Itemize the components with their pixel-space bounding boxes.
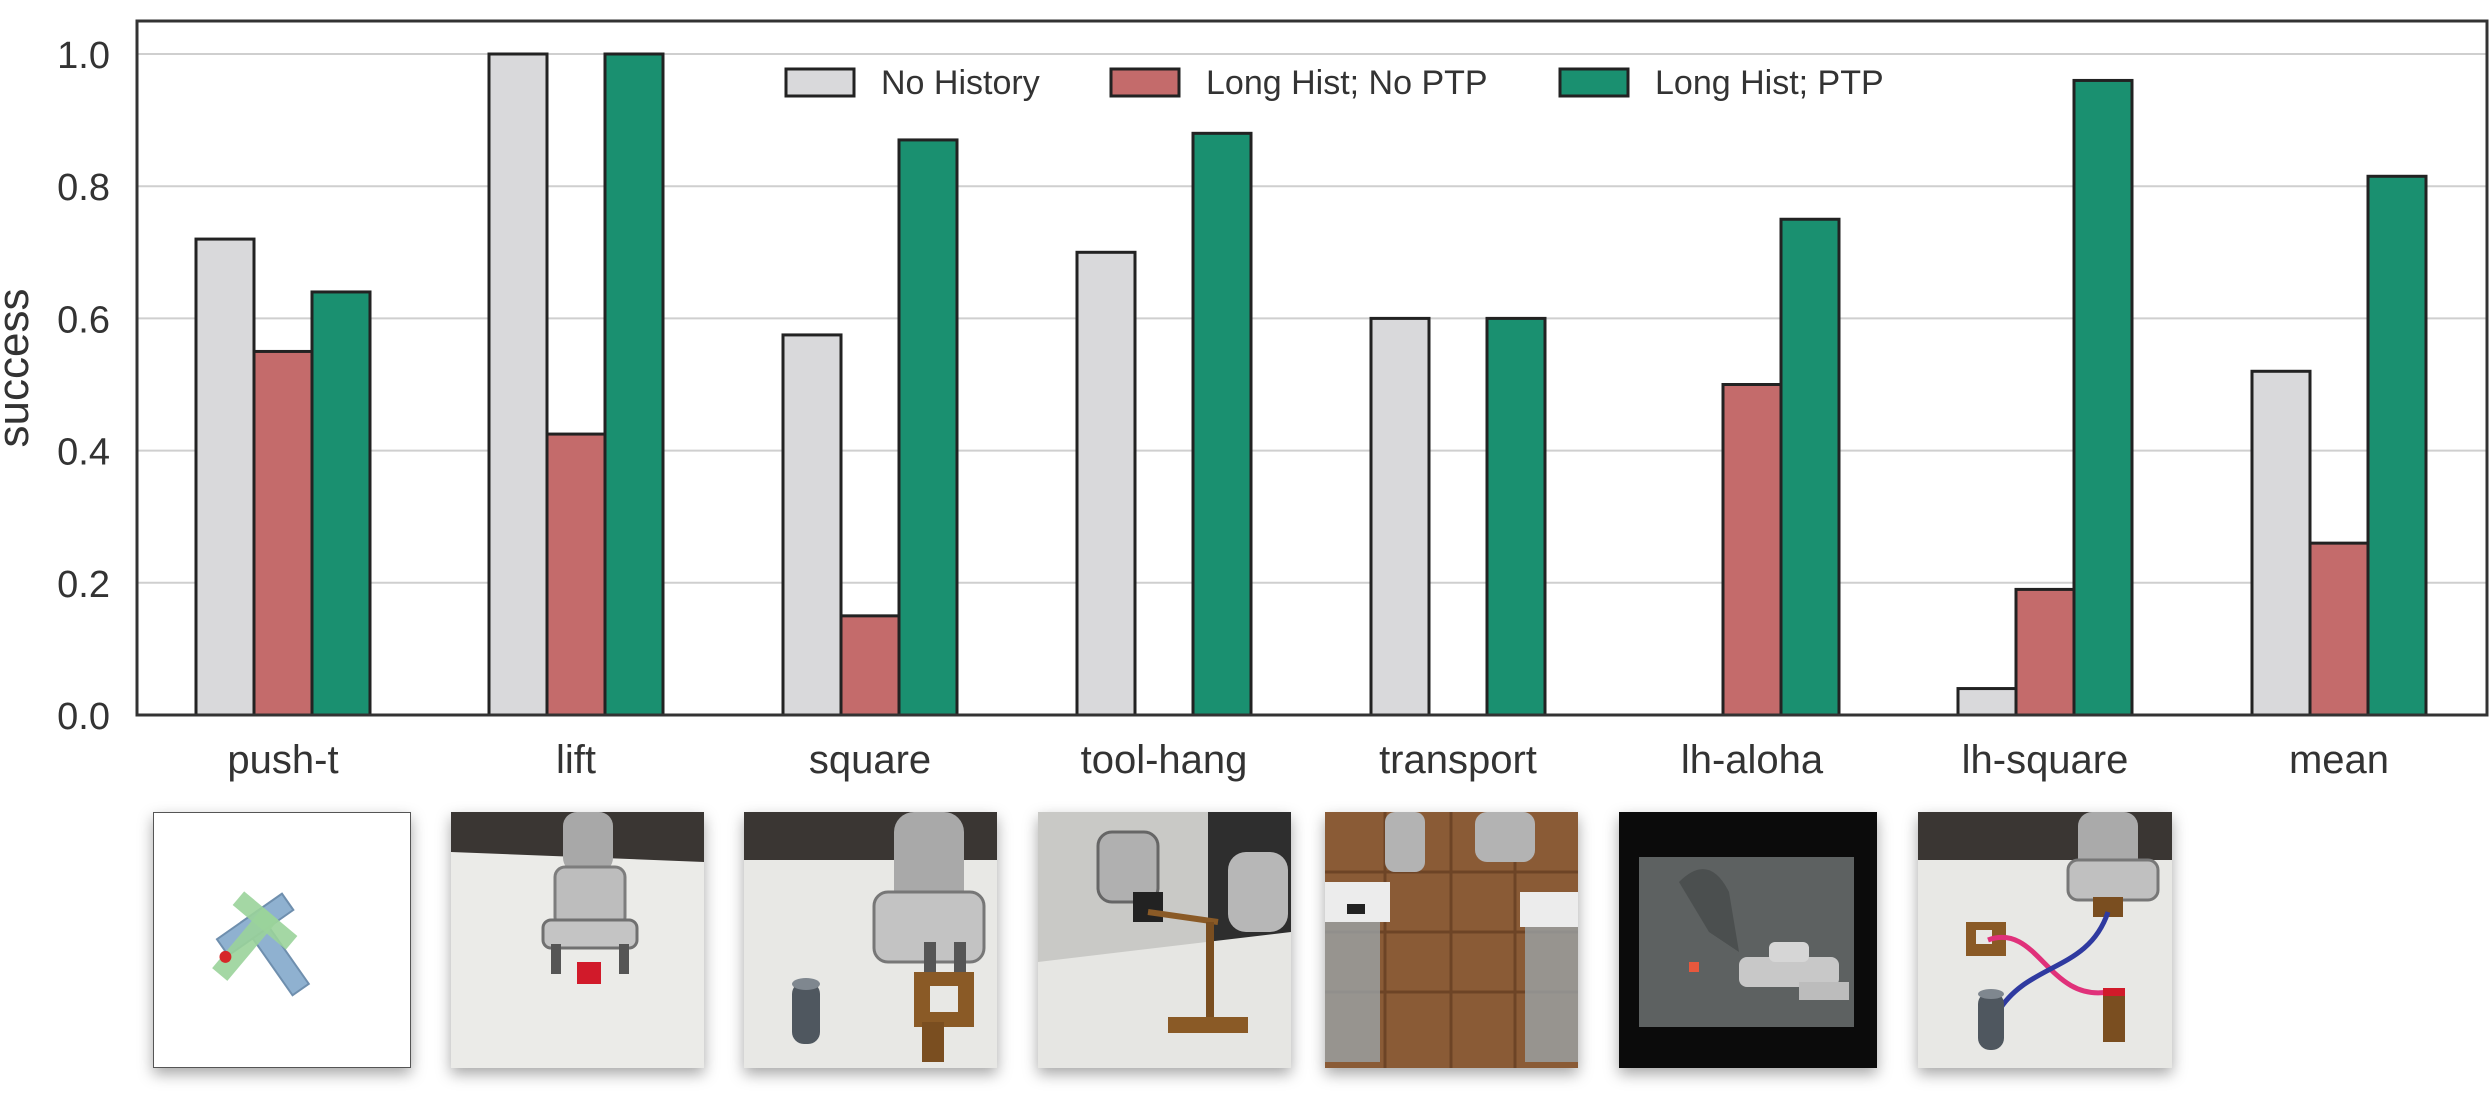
bar-lh-aloha-series-1 <box>1721 383 1783 717</box>
bar-mean-series-1 <box>2308 541 2370 717</box>
y-tick-label: 0.6 <box>57 299 110 341</box>
y-axis-label: success <box>0 289 38 448</box>
y-tick-label: 1.0 <box>57 35 110 77</box>
lh-square-scene-icon <box>1918 812 2172 1068</box>
bar-lh-square-series-2 <box>2072 78 2134 717</box>
x-tick-label: tool-hang <box>1081 738 1248 782</box>
bar-square-series-2 <box>897 138 959 717</box>
thumb-tool-hang <box>1038 812 1291 1068</box>
thumb-lift <box>451 812 704 1068</box>
legend-swatch <box>1109 67 1181 98</box>
x-tick-label: lift <box>556 738 596 782</box>
y-axis-ticks: 0.0 0.2 0.4 0.6 0.8 1.0 <box>57 35 110 738</box>
bar-square-series-0 <box>781 333 843 717</box>
thumb-square <box>744 812 997 1068</box>
bar-push-t-series-2 <box>310 290 372 717</box>
x-tick-label: lh-square <box>1962 738 2129 782</box>
bar-transport-series-0 <box>1369 316 1431 717</box>
plot-frame <box>135 19 2489 717</box>
bar-push-t-series-0 <box>194 237 256 717</box>
legend-label: Long Hist; PTP <box>1655 64 1884 102</box>
x-tick-label: push-t <box>227 738 338 782</box>
thumb-lh-square <box>1918 812 2172 1068</box>
y-tick-label: 0.8 <box>57 167 110 209</box>
bar-tool-hang-series-2 <box>1191 131 1253 717</box>
legend-label: No History <box>881 64 1040 102</box>
bar-push-t-series-1 <box>252 349 314 717</box>
lift-scene-icon <box>451 812 704 1068</box>
tool-hang-scene-icon <box>1038 812 1291 1068</box>
y-tick-label: 0.4 <box>57 432 110 474</box>
bar-mean-series-0 <box>2250 369 2312 717</box>
push-t-scene-icon <box>212 891 311 997</box>
x-tick-label: mean <box>2289 738 2389 782</box>
thumb-push-t <box>153 812 411 1068</box>
bar-lift-series-0 <box>487 52 549 717</box>
bar-transport-series-2 <box>1485 316 1547 717</box>
transport-scene-icon <box>1325 812 1578 1068</box>
x-tick-label: square <box>809 738 931 782</box>
bar-lh-aloha-series-2 <box>1779 217 1841 717</box>
bars <box>194 52 2428 717</box>
thumb-transport <box>1325 812 1578 1068</box>
y-tick-label: 0.0 <box>57 696 110 738</box>
bar-lh-square-series-0 <box>1956 687 2018 717</box>
lh-aloha-scene-icon <box>1619 812 1877 1068</box>
bar-lift-series-1 <box>545 432 607 717</box>
legend-label: Long Hist; No PTP <box>1206 64 1488 102</box>
thumb-lh-aloha <box>1619 812 1877 1068</box>
legend-swatch <box>1558 67 1630 98</box>
y-tick-label: 0.2 <box>57 564 110 606</box>
x-tick-label: lh-aloha <box>1681 738 1824 782</box>
bar-tool-hang-series-0 <box>1075 250 1137 717</box>
bar-square-series-1 <box>839 614 901 717</box>
bar-chart: 0.0 0.2 0.4 0.6 0.8 1.0 push-t lift square tool-… <box>0 19 2489 782</box>
bar-lift-series-2 <box>603 52 665 717</box>
x-axis-ticks: push-t lift square tool-hang transport lh-alo… <box>227 738 2389 782</box>
x-tick-label: transport <box>1379 738 1537 782</box>
legend: No History Long Hist; No PTP Long Hist; PT… <box>784 64 1884 102</box>
bar-lh-square-series-1 <box>2014 587 2076 717</box>
square-scene-icon <box>744 812 997 1068</box>
bar-mean-series-2 <box>2366 174 2428 717</box>
legend-swatch <box>784 67 856 98</box>
